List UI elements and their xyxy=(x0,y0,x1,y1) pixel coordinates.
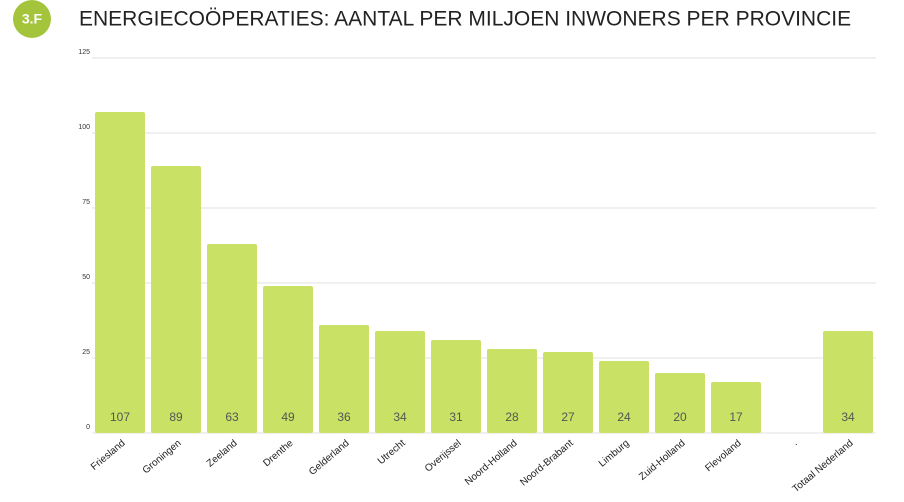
value-label: 89 xyxy=(169,410,183,424)
bar xyxy=(263,286,313,433)
bar xyxy=(319,325,369,433)
y-tick-label: 0 xyxy=(86,424,90,431)
y-tick-label: 50 xyxy=(82,274,90,281)
x-tick-label: Flevoland xyxy=(703,438,743,474)
badge-circle xyxy=(13,0,51,38)
bar xyxy=(95,112,145,433)
badge: 3.F xyxy=(22,11,43,27)
value-label: 27 xyxy=(561,410,575,424)
value-label: 63 xyxy=(225,410,239,424)
x-tick-label: Limburg xyxy=(597,438,632,470)
value-label: 24 xyxy=(617,410,631,424)
bar xyxy=(375,331,425,433)
y-tick-label: 75 xyxy=(82,199,90,206)
value-label: 28 xyxy=(505,410,519,424)
x-tick-label: Overijssel xyxy=(423,438,464,475)
value-label: 34 xyxy=(393,410,407,424)
x-tick-label: Groningen xyxy=(141,438,184,476)
bar xyxy=(655,373,705,433)
x-tick-label: Utrecht xyxy=(376,438,408,467)
value-label: 31 xyxy=(449,410,463,424)
y-tick-label: 100 xyxy=(78,124,90,131)
x-tick-label: Zeeland xyxy=(205,438,240,470)
x-tick-label: Gelderland xyxy=(307,438,352,478)
x-tick-label: . xyxy=(790,438,799,448)
chart-title: ENERGIECOÖPERATIES: AANTAL PER MILJOEN I… xyxy=(79,8,851,31)
value-label: 17 xyxy=(729,410,743,424)
x-tick-label: Friesland xyxy=(89,438,128,473)
bar xyxy=(711,382,761,433)
bar xyxy=(543,352,593,433)
bar xyxy=(151,166,201,433)
value-label: 107 xyxy=(110,410,130,424)
value-label: 20 xyxy=(673,410,687,424)
bar xyxy=(207,244,257,433)
value-label: 49 xyxy=(281,410,295,424)
x-tick-label: Noord-Holland xyxy=(463,438,519,488)
y-tick-label: 125 xyxy=(78,49,90,56)
bar xyxy=(599,361,649,433)
x-tick-label: Zuid-Holland xyxy=(637,438,688,483)
bar xyxy=(431,340,481,433)
x-tick-label: Noord-Brabant xyxy=(518,438,575,489)
bar xyxy=(823,331,873,433)
x-tick-label: Drenthe xyxy=(261,438,296,470)
bar xyxy=(487,349,537,433)
value-label: 34 xyxy=(841,410,855,424)
x-tick-label: Totaal Nederland xyxy=(791,438,856,495)
y-tick-label: 25 xyxy=(82,349,90,356)
value-label: 36 xyxy=(337,410,351,424)
